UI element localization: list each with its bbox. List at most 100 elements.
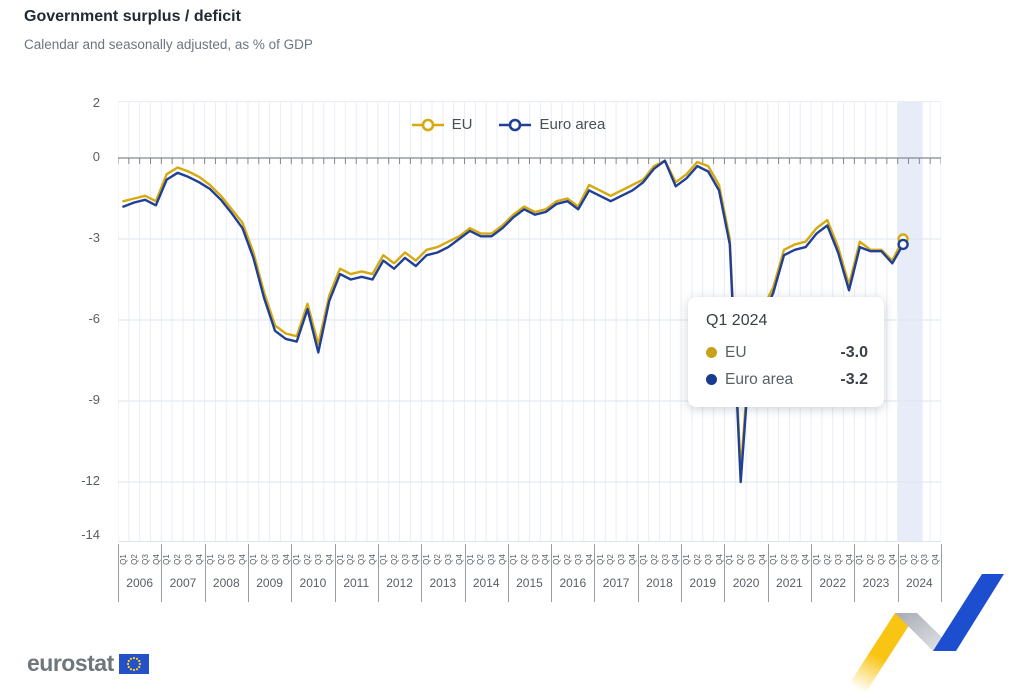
quarter-tick-label: Q1 xyxy=(378,554,388,565)
chart-legend: EU Euro area xyxy=(0,116,1016,133)
quarter-tick-label: Q4 xyxy=(238,554,248,565)
year-separator xyxy=(681,544,683,602)
quarter-tick-label: Q1 xyxy=(768,554,778,565)
quarter-tick-label: Q4 xyxy=(411,554,421,565)
quarter-tick-label: Q2 xyxy=(476,554,486,565)
chart-canvas[interactable] xyxy=(118,102,941,542)
quarter-tick-label: Q1 xyxy=(465,554,475,565)
year-separator xyxy=(334,544,336,602)
year-separator xyxy=(854,544,856,602)
quarter-tick-label: Q2 xyxy=(302,554,312,565)
quarter-tick-label: Q4 xyxy=(757,554,767,565)
quarter-tick-label: Q2 xyxy=(779,554,789,565)
quarter-tick-label: Q2 xyxy=(692,554,702,565)
quarter-tick-label: Q1 xyxy=(638,554,648,565)
year-label: 2006 xyxy=(126,576,153,590)
quarter-tick-label: Q4 xyxy=(714,554,724,565)
quarter-tick-label: Q3 xyxy=(703,554,713,565)
y-tick-label: -12 xyxy=(81,473,100,488)
year-separator xyxy=(118,544,119,602)
quarter-tick-label: Q1 xyxy=(292,554,302,565)
year-separator xyxy=(421,544,423,602)
quarter-tick-label: Q1 xyxy=(811,554,821,565)
year-separator xyxy=(551,544,553,602)
eurostat-logo: eurostat xyxy=(27,650,149,677)
series-line-euro-area xyxy=(122,159,905,484)
quarter-tick-label: Q4 xyxy=(541,554,551,565)
quarter-tick-label: Q4 xyxy=(627,554,637,565)
quarter-tick-label: Q2 xyxy=(216,554,226,565)
year-separator xyxy=(291,544,293,602)
year-separator xyxy=(637,544,639,602)
quarter-tick-label: Q4 xyxy=(454,554,464,565)
quarter-tick-label: Q4 xyxy=(367,554,377,565)
year-separator xyxy=(204,544,206,602)
legend-label: EU xyxy=(451,116,473,133)
year-label: 2020 xyxy=(732,576,760,590)
y-tick-label: 0 xyxy=(92,149,100,164)
year-label: 2023 xyxy=(862,576,890,590)
year-label: 2009 xyxy=(256,576,283,590)
quarter-tick-label: Q3 xyxy=(400,554,410,565)
quarter-tick-label: Q2 xyxy=(259,554,269,565)
last-point-marker-euro-area xyxy=(897,238,909,251)
y-tick-label: -3 xyxy=(88,230,100,245)
legend-marker-icon xyxy=(499,118,532,131)
eu-series-dot-icon xyxy=(706,347,717,358)
quarter-tick-label: Q3 xyxy=(357,554,367,565)
quarter-tick-label: Q1 xyxy=(552,554,562,565)
y-tick-label: -6 xyxy=(88,311,100,326)
quarter-tick-label: Q1 xyxy=(508,554,518,565)
quarter-tick-label: Q1 xyxy=(595,554,605,565)
quarter-tick-label: Q3 xyxy=(660,554,670,565)
year-label: 2015 xyxy=(516,576,543,590)
page-subtitle: Calendar and seasonally adjusted, as % o… xyxy=(24,37,313,52)
quarter-tick-label: Q2 xyxy=(562,554,572,565)
tooltip-row-eu: EU -3.0 xyxy=(706,339,868,366)
quarter-tick-label: Q2 xyxy=(519,554,529,565)
y-tick-label: -9 xyxy=(88,392,100,407)
tooltip-euro-area-label: Euro area xyxy=(725,370,794,388)
quarter-tick-label: Q3 xyxy=(487,554,497,565)
year-label: 2018 xyxy=(646,576,673,590)
quarter-tick-label: Q2 xyxy=(346,554,356,565)
year-label: 2019 xyxy=(689,576,717,590)
quarter-tick-label: Q4 xyxy=(497,554,507,565)
tooltip-period: Q1 2024 xyxy=(706,312,768,329)
quarter-tick-label: Q2 xyxy=(389,554,399,565)
year-separator xyxy=(767,544,769,602)
year-separator xyxy=(897,544,899,602)
quarter-tick-label: Q3 xyxy=(227,554,237,565)
y-tick-label: -14 xyxy=(81,527,100,542)
quarter-tick-label: Q3 xyxy=(746,554,756,565)
eurostat-ribbon-decoration-icon xyxy=(844,574,1004,692)
quarter-tick-label: Q3 xyxy=(573,554,583,565)
year-label: 2013 xyxy=(429,576,457,590)
year-label: 2017 xyxy=(602,576,630,590)
quarter-tick-label: Q4 xyxy=(281,554,291,565)
quarter-tick-label: Q1 xyxy=(335,554,345,565)
quarter-tick-label: Q1 xyxy=(725,554,735,565)
quarter-tick-label: Q3 xyxy=(530,554,540,565)
quarter-tick-label: Q2 xyxy=(432,554,442,565)
quarter-tick-label: Q4 xyxy=(324,554,334,565)
quarter-tick-label: Q4 xyxy=(671,554,681,565)
quarter-tick-label: Q4 xyxy=(584,554,594,565)
quarter-tick-label: Q1 xyxy=(162,554,172,565)
quarter-tick-label: Q1 xyxy=(118,554,128,565)
quarter-tick-label: Q3 xyxy=(313,554,323,565)
quarter-tick-label: Q2 xyxy=(736,554,746,565)
chart-plot-area[interactable] xyxy=(118,101,941,542)
year-separator xyxy=(811,544,813,602)
chart-tooltip: Q1 2024 EU -3.0 Euro area -3.2 xyxy=(688,297,884,407)
quarter-tick-label: Q1 xyxy=(422,554,432,565)
quarter-tick-label: Q4 xyxy=(801,554,811,565)
legend-label: Euro area xyxy=(539,116,606,133)
year-label: 2010 xyxy=(299,576,327,590)
legend-item-euro-area[interactable]: Euro area xyxy=(498,116,605,133)
year-separator xyxy=(507,544,509,602)
legend-item-eu[interactable]: EU xyxy=(411,116,473,133)
quarter-tick-label: Q2 xyxy=(173,554,183,565)
tooltip-euro-area-value: -3.2 xyxy=(840,370,868,388)
tooltip-eu-label: EU xyxy=(725,343,747,361)
